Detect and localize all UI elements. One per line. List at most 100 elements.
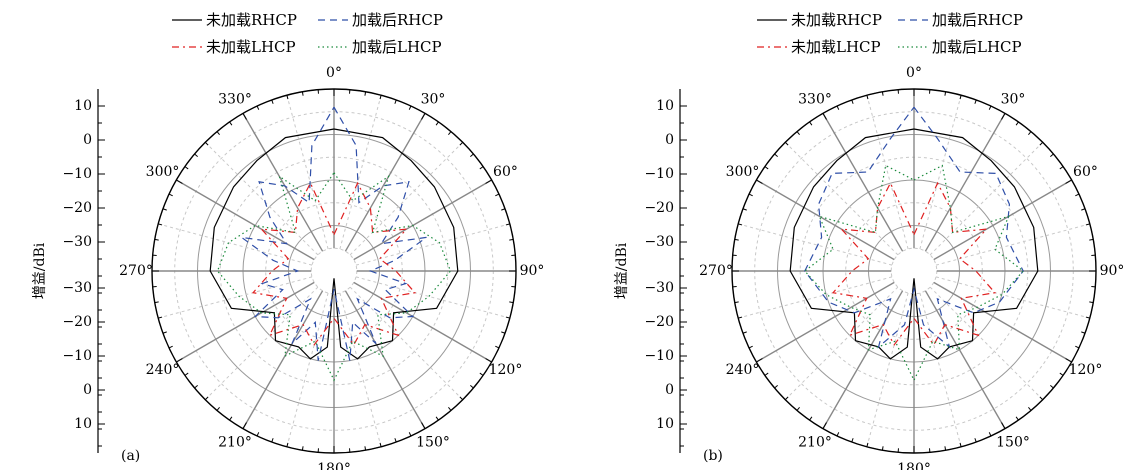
angle-minor-tick <box>272 438 273 442</box>
angle-minor-tick <box>501 332 505 333</box>
radial-tick-label: −10 <box>644 348 674 364</box>
angle-minor-tick <box>785 142 788 145</box>
angle-label: 180° <box>897 461 931 470</box>
angle-minor-tick <box>1060 167 1063 169</box>
panel-label: (b) <box>703 448 723 464</box>
legend-entry-0: 未加载RHCP <box>791 11 882 29</box>
angle-minor-tick <box>1040 142 1043 145</box>
angle-minor-tick <box>1028 407 1031 410</box>
angle-minor-tick <box>422 113 426 119</box>
y-axis-label: 增益/dBi <box>614 242 630 299</box>
angle-minor-tick <box>422 423 426 429</box>
angle-minor-tick <box>945 92 946 96</box>
legend-entry-3: 加载后LHCP <box>932 38 1022 56</box>
angle-minor-tick <box>837 432 839 436</box>
radial-tick-label: 0 <box>83 132 92 148</box>
angle-minor-tick <box>257 106 259 110</box>
legend-entry-2: 未加载LHCP <box>791 38 881 56</box>
angle-minor-tick <box>205 142 208 145</box>
radial-tick-label: −20 <box>62 314 92 330</box>
grid-ring <box>311 248 357 294</box>
angle-minor-tick <box>155 239 159 240</box>
angle-minor-tick <box>1075 346 1079 348</box>
angle-minor-tick <box>1002 113 1006 119</box>
radial-tick-label: −10 <box>62 348 92 364</box>
angle-minor-tick <box>287 95 288 99</box>
angle-minor-tick <box>509 302 513 303</box>
legend-entry-0: 未加载RHCP <box>206 11 297 29</box>
angle-minor-tick <box>735 302 739 303</box>
angle-label: 90° <box>1100 263 1125 279</box>
angle-minor-tick <box>765 373 768 375</box>
angle-minor-tick <box>257 432 259 436</box>
angle-minor-tick <box>960 443 961 447</box>
angle-minor-tick <box>975 100 976 104</box>
angle-minor-tick <box>365 92 366 96</box>
radial-tick-label: 0 <box>83 382 92 398</box>
radial-tick-label: 10 <box>656 98 674 114</box>
angle-minor-tick <box>230 122 232 125</box>
grid-spoke <box>350 142 463 255</box>
angle-label: 120° <box>489 362 523 378</box>
radial-tick-label: −20 <box>62 200 92 216</box>
angle-minor-tick <box>185 167 188 169</box>
angle-label: 60° <box>1073 164 1098 180</box>
angle-minor-tick <box>460 397 463 400</box>
angle-minor-tick <box>810 122 812 125</box>
angle-label: 150° <box>416 434 450 450</box>
angle-minor-tick <box>765 167 768 169</box>
angle-minor-tick <box>495 346 499 348</box>
angle-minor-tick <box>1060 373 1063 375</box>
angle-minor-tick <box>1050 385 1053 388</box>
angle-minor-tick <box>169 194 173 196</box>
angle-minor-tick <box>738 317 742 318</box>
angle-minor-tick <box>775 154 778 157</box>
angle-minor-tick <box>1086 317 1090 318</box>
angle-minor-tick <box>852 438 853 442</box>
angle-minor-tick <box>185 373 188 375</box>
angle-label: 240° <box>726 362 760 378</box>
angle-minor-tick <box>1016 122 1018 125</box>
angle-minor-tick <box>480 373 483 375</box>
angle-minor-tick <box>867 443 868 447</box>
angle-minor-tick <box>989 432 991 436</box>
radial-tick-label: −10 <box>644 166 674 182</box>
radial-tick-label: 0 <box>665 382 674 398</box>
angle-minor-tick <box>506 224 510 225</box>
angle-minor-tick <box>448 407 451 410</box>
angle-minor-tick <box>395 100 396 104</box>
y-axis-label: 增益/dBi <box>32 242 48 299</box>
angle-label: 300° <box>726 164 760 180</box>
angle-minor-tick <box>448 132 451 135</box>
angle-label: 270° <box>119 263 153 279</box>
angle-minor-tick <box>882 92 883 96</box>
angle-minor-tick <box>470 385 473 388</box>
radial-tick-label: −20 <box>644 200 674 216</box>
angle-minor-tick <box>867 95 868 99</box>
grid-spoke <box>785 142 898 255</box>
angle-minor-tick <box>243 113 247 119</box>
angle-minor-tick <box>735 239 739 240</box>
angle-minor-tick <box>1050 154 1053 157</box>
radial-tick-label: 10 <box>74 98 92 114</box>
angle-minor-tick <box>287 443 288 447</box>
angle-minor-tick <box>380 443 381 447</box>
angle-minor-tick <box>1086 224 1090 225</box>
angle-minor-tick <box>743 209 747 210</box>
angle-minor-tick <box>195 385 198 388</box>
angle-label: 120° <box>1069 362 1103 378</box>
radial-tick-label: −30 <box>644 234 674 250</box>
legend-entry-3: 加载后LHCP <box>352 38 442 56</box>
angle-label: 30° <box>1001 92 1026 108</box>
angle-label: 300° <box>146 164 180 180</box>
angle-minor-tick <box>176 180 182 184</box>
angle-minor-tick <box>272 100 273 104</box>
angle-minor-tick <box>230 417 232 420</box>
grid-spoke <box>785 287 898 400</box>
angle-minor-tick <box>749 194 753 196</box>
angle-minor-tick <box>365 446 366 450</box>
angle-minor-tick <box>460 142 463 145</box>
radial-tick-label: 10 <box>74 416 92 432</box>
legend-entry-1: 加载后RHCP <box>352 11 443 29</box>
